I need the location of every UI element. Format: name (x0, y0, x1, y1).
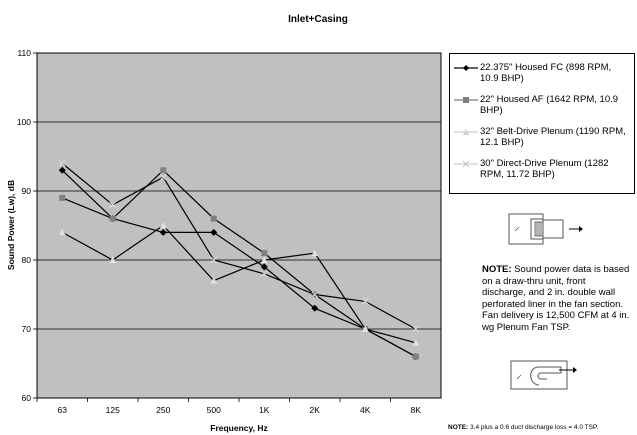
legend-swatch-diamond (454, 65, 478, 71)
data-point (58, 228, 66, 236)
data-point (159, 222, 167, 229)
x-tick-label: 250 (156, 405, 170, 415)
data-point (311, 304, 319, 312)
x-tick-label: 2K (310, 405, 321, 415)
plot-area (36, 52, 442, 399)
legend-label: 30" Direct-Drive Plenum (1282 RPM, 11.72… (480, 158, 609, 180)
series-line (62, 169, 417, 358)
data-point (58, 166, 66, 174)
data-point (412, 325, 420, 333)
legend-swatch-x (454, 160, 478, 168)
plenum-fan-diagram-icon (510, 360, 577, 390)
series-line (61, 224, 416, 344)
y-tick-labels: 60 70 80 90 100 110 (17, 48, 31, 403)
note-text: NOTE: Sound power data is based on a dra… (482, 264, 630, 333)
data-point (311, 249, 319, 257)
legend-item: 22" Housed AF (1642 RPM, 10.9 BHP) (454, 94, 632, 116)
fan-housing-diagram-icon (508, 213, 583, 245)
y-tick-label: 60 (22, 393, 32, 403)
chart-title: Inlet+Casing (288, 14, 348, 25)
legend-label: 22.375" Housed FC (898 RPM, 10.9 BHP) (480, 62, 612, 84)
data-point (109, 201, 117, 209)
data-point (361, 298, 369, 305)
data-point (260, 263, 268, 271)
data-point (210, 256, 218, 264)
data-point (260, 256, 268, 263)
y-tick-label: 110 (17, 48, 31, 58)
data-point (260, 270, 268, 278)
data-point (58, 160, 66, 167)
data-point (159, 173, 167, 181)
x-tick-labels: 63 125 250 500 1K 2K 4K 8K (58, 405, 422, 415)
series-lines (58, 160, 420, 361)
series-line (61, 169, 417, 358)
data-point (159, 228, 167, 236)
legend: 22.375" Housed FC (898 RPM, 10.9 BHP) 22… (449, 53, 635, 194)
data-point (361, 325, 369, 332)
legend-item: 30" Direct-Drive Plenum (1282 RPM, 11.72… (454, 158, 632, 180)
data-point (109, 215, 116, 222)
data-point (109, 256, 117, 263)
data-point (59, 194, 66, 201)
gridlines (33, 52, 441, 402)
y-tick-label: 100 (17, 117, 31, 127)
x-tick-label: 125 (106, 405, 120, 415)
y-tick-label: 80 (22, 255, 32, 265)
x-tick-label: 1K (259, 405, 270, 415)
footnote: NOTE: 3.4 plus a 0.6 duct discharge loss… (448, 424, 598, 431)
data-point (261, 250, 268, 257)
x-tick-label: 500 (207, 405, 221, 415)
legend-swatch-triangle (454, 129, 478, 135)
x-axis-label: Frequency, Hz (210, 423, 267, 433)
legend-label: 22" Housed AF (1642 RPM, 10.9 BHP) (480, 94, 619, 116)
footnote-body: 3.4 plus a 0.6 duct discharge loss = 4.0… (468, 424, 599, 431)
x-tick-label: 63 (58, 405, 68, 415)
data-point (412, 353, 419, 360)
legend-item: 32" Belt-Drive Plenum (1190 RPM, 12.1 BH… (454, 126, 632, 148)
data-point (210, 215, 217, 222)
legend-swatch-square (454, 97, 478, 103)
data-point (311, 291, 319, 298)
data-point (210, 277, 218, 284)
legend-label: 32" Belt-Drive Plenum (1190 RPM, 12.1 BH… (480, 126, 626, 148)
data-point (412, 339, 420, 346)
data-point (210, 228, 218, 236)
legend-item: 22.375" Housed FC (898 RPM, 10.9 BHP) (454, 62, 632, 84)
data-point (160, 167, 167, 174)
x-tick-label: 8K (411, 405, 422, 415)
x-tick-label: 4K (360, 405, 371, 415)
y-tick-label: 70 (22, 324, 32, 334)
y-axis-label: Sound Power (Lw), dB (6, 180, 16, 270)
note-label: NOTE: (482, 264, 512, 275)
series-line (61, 162, 417, 330)
y-tick-label: 90 (22, 186, 32, 196)
note-body: Sound power data is based on a draw-thru… (482, 264, 630, 333)
footnote-label: NOTE: (448, 424, 469, 431)
